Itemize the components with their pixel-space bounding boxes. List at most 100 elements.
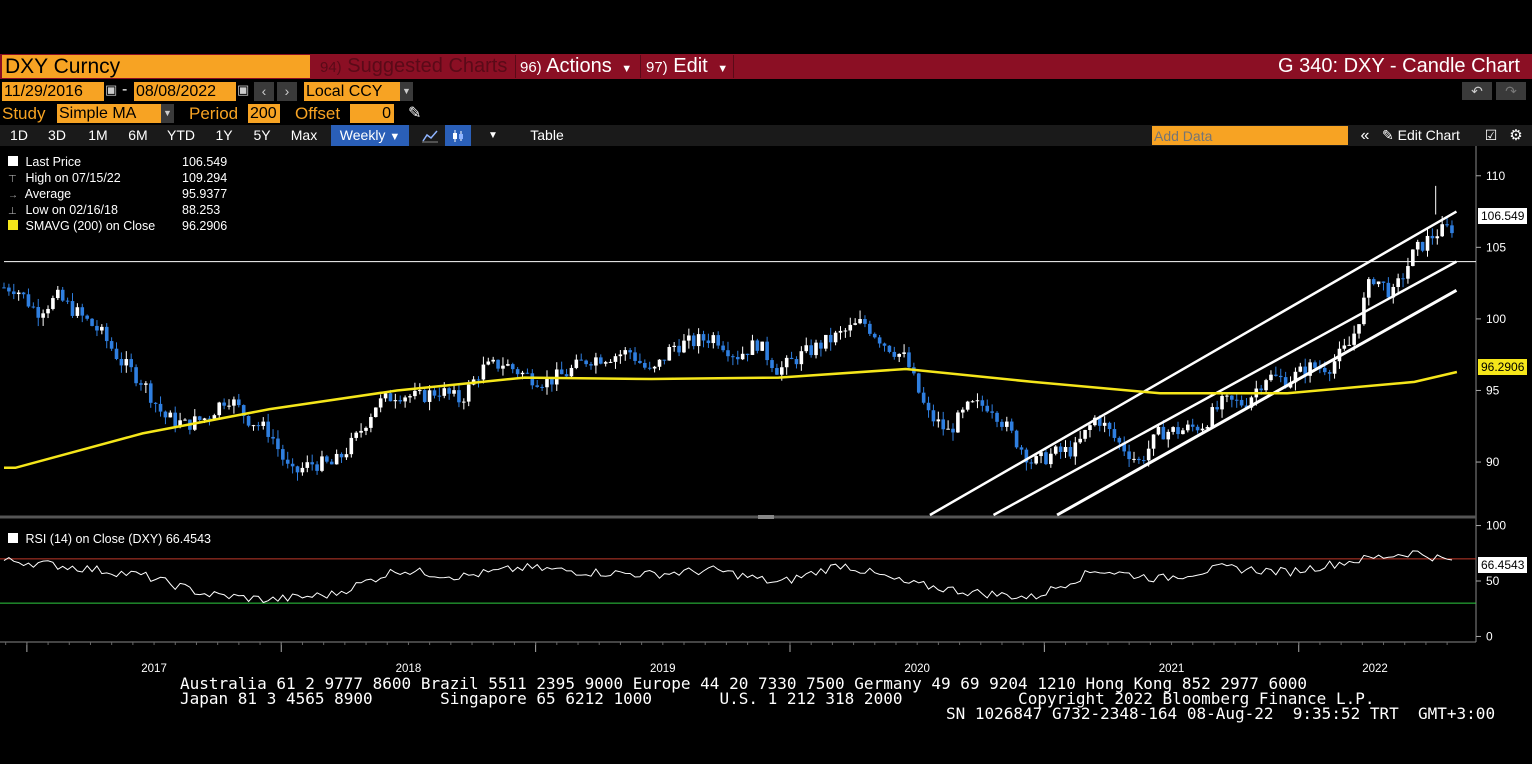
rsi-tick-label: 0: [1486, 629, 1493, 643]
chart-settings-icon[interactable]: ☑: [1484, 127, 1498, 143]
line-chart-icon[interactable]: [418, 125, 442, 146]
study-dropdown-icon[interactable]: ▼: [161, 104, 174, 123]
rsi-value-tag: 66.4543: [1478, 557, 1528, 573]
ticker-field[interactable]: DXY Curncy: [2, 55, 310, 78]
chart-legend: Last Price 106.549 ⊤ High on 07/15/22 10…: [8, 154, 227, 234]
offset-label: Offset: [295, 104, 341, 123]
candle-body: [70, 301, 75, 316]
range-6m[interactable]: 6M: [128, 127, 148, 143]
candle-body: [1445, 224, 1449, 226]
candle-body: [525, 372, 530, 374]
prev-period-button[interactable]: ‹: [254, 82, 274, 101]
price-chart[interactable]: 90 95 100 105 110 0 50 100 2017 2018 2019 2020 2021 2…: [0, 146, 1532, 676]
gear-icon[interactable]: ⚙: [1509, 127, 1523, 144]
pencil-icon[interactable]: ✎: [408, 105, 422, 122]
edit-chart-button[interactable]: ✎ Edit Chart: [1382, 125, 1478, 146]
high-marker-icon: ⊤: [8, 174, 17, 185]
table-button[interactable]: Table: [530, 127, 564, 143]
candle-body: [775, 368, 779, 375]
candle-body: [1230, 395, 1234, 400]
candle-body: [75, 307, 80, 316]
candle-body: [398, 400, 403, 402]
candle-body: [887, 345, 892, 352]
candle-body: [1029, 462, 1034, 464]
candle-body: [1181, 430, 1185, 435]
currency-select[interactable]: Local CCY: [304, 82, 400, 101]
calendar-icon[interactable]: ▣: [105, 82, 118, 97]
candle-body: [501, 365, 505, 369]
range-1m[interactable]: 1M: [88, 127, 108, 143]
candle-body: [1102, 422, 1107, 426]
candle-body: [408, 396, 412, 398]
candle-body: [1083, 429, 1087, 439]
candle-chart-icon[interactable]: [445, 125, 471, 146]
candle-body: [995, 412, 999, 422]
candle-body: [144, 383, 148, 385]
candle-body: [1005, 421, 1009, 427]
range-5y[interactable]: 5Y: [253, 127, 271, 143]
candle-body: [1401, 278, 1405, 280]
candle-body: [95, 325, 99, 331]
suggested-charts-menu[interactable]: 94) Suggested Charts: [314, 55, 514, 78]
range-1y[interactable]: 1Y: [215, 127, 233, 143]
average-marker-icon: →: [8, 190, 18, 201]
collapse-icon[interactable]: «: [1360, 127, 1370, 144]
actions-number: 96): [520, 59, 542, 76]
candle-body: [1127, 451, 1131, 460]
next-period-button[interactable]: ›: [277, 82, 297, 101]
range-max[interactable]: Max: [290, 127, 318, 143]
legend-last-price: Last Price 106.549: [8, 154, 227, 170]
candle-body: [1264, 380, 1268, 391]
offset-input[interactable]: 0: [350, 104, 394, 123]
edit-menu[interactable]: 97) Edit ▼: [646, 55, 732, 78]
candle-body: [1435, 236, 1440, 239]
candle-body: [574, 359, 579, 368]
study-select[interactable]: Simple MA: [57, 104, 161, 123]
candle-body: [496, 359, 500, 369]
start-date-input[interactable]: 11/29/2016: [2, 82, 104, 101]
undo-icon[interactable]: ↶: [1462, 82, 1492, 100]
rsi-legend-value: 66.4543: [165, 532, 212, 546]
currency-dropdown-icon[interactable]: ▼: [400, 82, 413, 101]
candle-body: [1352, 333, 1356, 345]
candle-body: [735, 356, 740, 360]
candle-body: [1112, 429, 1117, 438]
redo-icon[interactable]: ↷: [1496, 82, 1526, 100]
end-date-input[interactable]: 08/08/2022: [134, 82, 236, 101]
actions-label: Actions: [546, 55, 612, 77]
range-3d[interactable]: 3D: [48, 127, 66, 143]
candle-body: [1151, 434, 1156, 449]
actions-menu[interactable]: 96) Actions ▼: [520, 55, 638, 78]
candle-body: [515, 369, 520, 375]
candle-body: [589, 364, 593, 366]
candle-body: [545, 378, 549, 388]
candle-body: [643, 362, 647, 368]
range-ytd[interactable]: YTD: [167, 127, 195, 143]
candle-body: [452, 390, 456, 394]
frequency-select[interactable]: Weekly ▼: [331, 125, 409, 146]
candle-body: [687, 335, 691, 341]
rsi-legend: RSI (14) on Close (DXY) 66.4543: [8, 530, 211, 548]
chart-type-dropdown-icon[interactable]: ▼: [488, 130, 498, 141]
calendar-icon[interactable]: ▣: [237, 82, 250, 97]
candle-body: [232, 399, 236, 406]
legend-last-label: Last Price: [25, 155, 82, 169]
y-tick-label: 110: [1486, 169, 1505, 183]
candle-body: [153, 402, 158, 404]
candle-body: [1205, 427, 1210, 429]
add-data-input[interactable]: [1152, 126, 1348, 145]
candle-body: [1391, 287, 1396, 298]
candle-body: [745, 353, 750, 355]
range-1d[interactable]: 1D: [10, 127, 28, 143]
candle-body: [1210, 407, 1215, 428]
candle-body: [90, 318, 94, 326]
period-input[interactable]: 200: [248, 104, 280, 123]
sma-line: [3, 367, 1458, 470]
candle-body: [16, 292, 21, 295]
candle-body: [1132, 458, 1136, 460]
yellow-square-icon: [8, 220, 18, 230]
candle-body: [1093, 417, 1097, 426]
candle-body: [359, 430, 363, 433]
candle-body: [295, 466, 300, 473]
legend-sma-value: 96.2906: [182, 219, 228, 233]
